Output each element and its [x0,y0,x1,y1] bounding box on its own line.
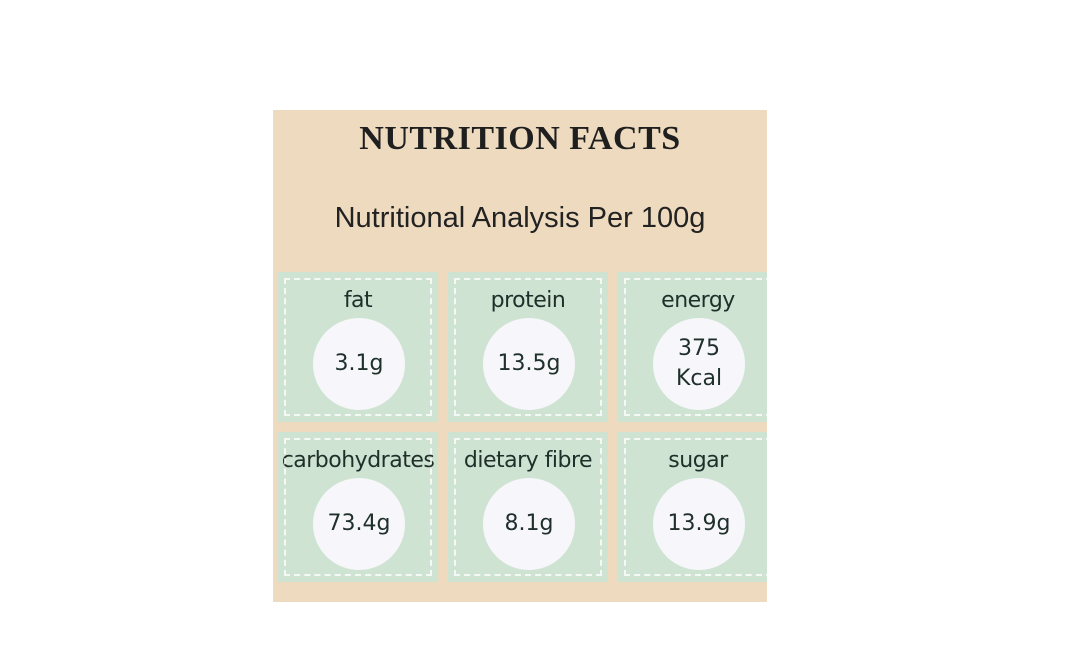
value-circle: 13.5g [483,318,575,410]
value-circle: 375 Kcal [653,318,745,410]
nutrient-value: 375 Kcal [675,336,723,391]
nutrient-label: dietary fibre [463,448,593,473]
nutrient-value: 73.4g [327,511,391,536]
nutrient-cell: fat 3.1g [278,272,438,422]
nutrient-label: fat [343,288,373,313]
nutrient-value: 13.9g [667,511,731,536]
value-circle: 8.1g [483,478,575,570]
nutrient-label: energy [661,288,735,313]
nutrient-cell: energy 375 Kcal [618,272,767,422]
subtitle: Nutritional Analysis Per 100g [334,202,706,234]
nutrient-grid: fat 3.1g protein 13.5g energy 375 Kcal carbohy… [278,272,767,582]
nutrient-cell: protein 13.5g [448,272,608,422]
nutrient-value: 13.5g [497,351,561,376]
nutrient-cell: carbohydrates 73.4g [278,432,438,582]
nutrition-label: NUTRITION FACTS Nutritional Analysis Per… [273,110,767,602]
value-circle: 13.9g [653,478,745,570]
nutrient-cell: dietary fibre 8.1g [448,432,608,582]
nutrient-label: sugar [668,448,728,473]
value-circle: 73.4g [313,478,405,570]
nutrient-value: 3.1g [334,351,384,376]
title: NUTRITION FACTS [359,120,681,157]
value-circle: 3.1g [313,318,405,410]
nutrient-label: protein [490,288,566,313]
nutrient-label: carbohydrates [281,448,435,473]
nutrient-cell: sugar 13.9g [618,432,767,582]
nutrient-value: 8.1g [504,511,554,536]
